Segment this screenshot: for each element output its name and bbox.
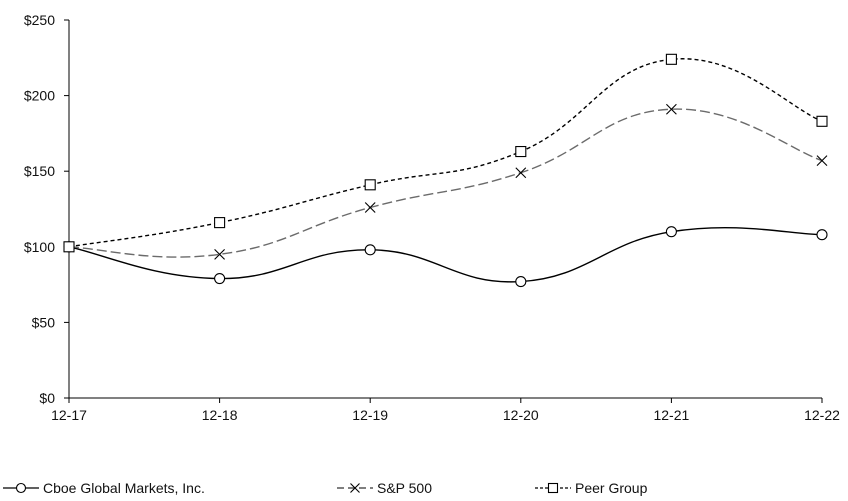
data-point-sp500: [816, 155, 828, 167]
x-tick-label: 12-22: [804, 407, 840, 423]
y-tick-label: $200: [24, 88, 55, 104]
legend-swatch-cboe: [3, 482, 39, 494]
data-point-sp500: [364, 202, 376, 213]
legend-label-sp500: S&P 500: [377, 480, 433, 496]
data-point-cboe: [214, 273, 226, 285]
data-point-peer-group: [515, 145, 527, 158]
data-point-sp500: [214, 248, 225, 260]
data-point-cboe: [816, 229, 828, 241]
y-tick-label: $50: [32, 314, 56, 330]
data-point-cboe: [364, 244, 376, 256]
series-layer: [63, 53, 828, 288]
data-point-sp500: [666, 103, 677, 115]
x-tick-label: 12-19: [352, 407, 388, 423]
data-point-cboe: [665, 226, 677, 238]
data-point-peer-group: [364, 179, 376, 191]
y-tick-label: $100: [24, 239, 55, 255]
series-cboe: [63, 226, 828, 288]
y-tick-label: $250: [24, 12, 55, 28]
data-point-peer-group: [63, 241, 75, 253]
series-line-sp500: [68, 108, 823, 258]
legend-swatch-peer-group: [535, 482, 571, 494]
y-tick-label: $150: [24, 163, 55, 179]
data-point-sp500: [515, 167, 527, 179]
x-tick-label: 12-17: [51, 407, 87, 423]
data-point-peer-group: [816, 115, 828, 127]
data-point-peer-group: [214, 217, 226, 229]
x-tick-label: 12-21: [653, 407, 689, 423]
line-chart: $0 $50 $100 $150 $200 $250 12-17 12-18 12-19 12-2…: [24, 12, 840, 423]
legend: Cboe Global Markets, Inc. S&P 500 Peer G…: [0, 480, 848, 500]
series-sp500: [63, 103, 828, 260]
legend-item-cboe: Cboe Global Markets, Inc.: [2, 480, 205, 496]
x-tick-label: 12-20: [503, 407, 539, 423]
legend-swatch-sp500: [337, 483, 373, 493]
x-tick-label: 12-18: [202, 407, 238, 423]
series-line-peer-group: [68, 58, 823, 248]
legend-item-peer-group: Peer Group: [534, 480, 647, 496]
series-peer-group: [63, 53, 828, 253]
series-line-cboe: [68, 226, 823, 283]
legend-item-sp500: S&P 500: [336, 480, 432, 496]
legend-label-peer-group: Peer Group: [575, 480, 648, 496]
axes: $0 $50 $100 $150 $200 $250 12-17 12-18 12-19 12-2…: [24, 12, 840, 423]
data-point-cboe: [515, 276, 527, 288]
legend-label-cboe: Cboe Global Markets, Inc.: [43, 480, 205, 496]
data-point-peer-group: [665, 53, 677, 65]
y-tick-label: $0: [39, 390, 55, 406]
